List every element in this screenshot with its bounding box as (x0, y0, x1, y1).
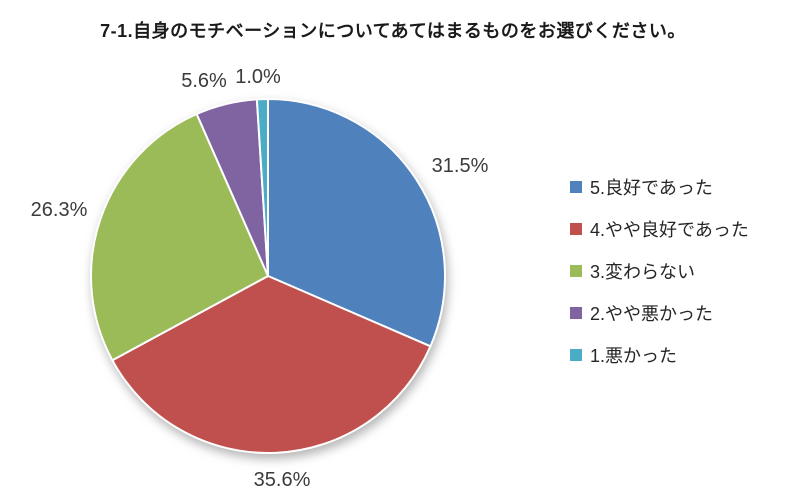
legend-label: 5.良好であった (590, 178, 713, 198)
pie-data-label: 5.6% (181, 70, 227, 92)
legend-item: 3.変わらない (570, 258, 749, 284)
pie-data-label: 31.5% (432, 155, 489, 177)
chart-title: 7-1.自身のモチベーションについてあてはまるものをお選びください。 (100, 21, 686, 41)
pie-data-labels: 31.5% 35.6% 26.3% 5.6% 1.0% (31, 66, 489, 491)
legend-item: 4.やや良好であった (570, 216, 749, 242)
legend-label: 1.悪かった (590, 346, 678, 366)
legend-marker-icon (570, 349, 582, 361)
pie-slices (90, 98, 446, 454)
pie-data-label: 26.3% (31, 199, 88, 221)
legend-marker-icon (570, 181, 582, 193)
pie-slice-2 (111, 275, 432, 454)
pie-slice-5 (255, 98, 269, 277)
legend: 5.良好であった 4.やや良好であった 3.変わらない 2.やや悪かった 1.悪… (570, 174, 749, 384)
legend-label: 2.やや悪かった (590, 304, 714, 324)
legend-item: 2.やや悪かった (570, 300, 749, 326)
legend-marker-icon (570, 223, 582, 235)
pie-data-label: 1.0% (235, 66, 281, 88)
legend-marker-icon (570, 265, 582, 277)
legend-marker-icon (570, 307, 582, 319)
legend-label: 4.やや良好であった (590, 220, 749, 240)
legend-label: 3.変わらない (590, 262, 696, 282)
legend-item: 1.悪かった (570, 342, 749, 368)
pie-slice-1 (267, 98, 446, 348)
pie-data-label: 35.6% (254, 469, 311, 491)
legend-item: 5.良好であった (570, 174, 749, 200)
